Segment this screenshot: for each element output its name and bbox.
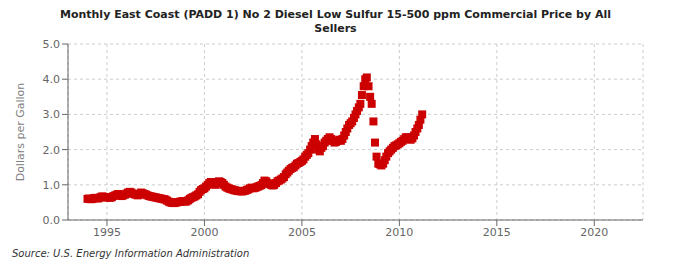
html-text:Source: U.S. Energy Informatio: Source: U.S. Energy Information Administ… <box>12 248 250 259</box>
svg-text:2.0: 2.0 <box>43 144 61 157</box>
svg-text:5.0: 5.0 <box>43 38 61 51</box>
svg-text:2005: 2005 <box>288 226 316 239</box>
svg-text:1.0: 1.0 <box>43 179 61 192</box>
svg-text:3.0: 3.0 <box>43 108 61 121</box>
svg-text:0.0: 0.0 <box>43 214 61 227</box>
html-text:Monthly East Coast (PADD 1) No: Monthly East Coast (PADD 1) No 2 Diesel … <box>59 8 611 21</box>
html-text:Sellers: Sellers <box>314 22 357 35</box>
svg-text:2000: 2000 <box>190 226 218 239</box>
svg-text:4.0: 4.0 <box>43 73 61 86</box>
svg-text:1995: 1995 <box>93 226 121 239</box>
svg-text:2010: 2010 <box>385 226 413 239</box>
svg-text:2015: 2015 <box>483 226 511 239</box>
svg-text:Dollars per Gallon: Dollars per Gallon <box>14 83 27 182</box>
svg-text:2020: 2020 <box>580 226 608 239</box>
